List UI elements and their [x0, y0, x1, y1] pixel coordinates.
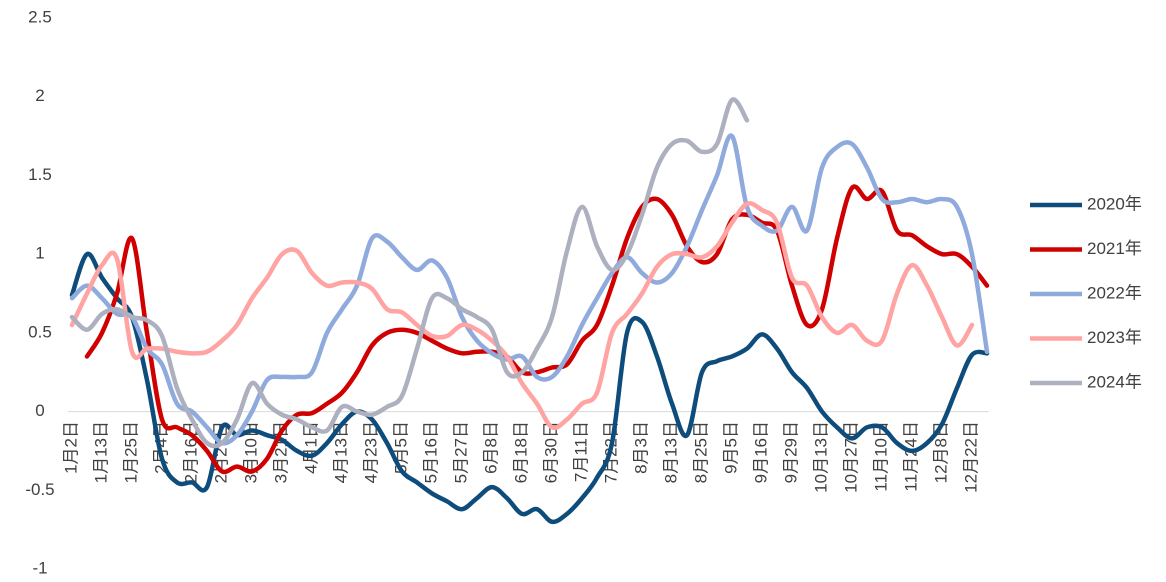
- x-tick-label: 6月18日: [511, 421, 530, 483]
- y-tick-label: -0.5: [25, 480, 54, 499]
- x-tick-label: 6月8日: [481, 421, 500, 474]
- x-tick-label: 8月13日: [661, 421, 680, 483]
- x-tick-label: 7月11日: [571, 421, 590, 482]
- x-tick-label: 4月13日: [331, 421, 350, 483]
- x-tick-label: 9月16日: [751, 421, 770, 483]
- x-tick-label: 4月23日: [361, 421, 380, 483]
- legend-label: 2022年: [1087, 283, 1142, 302]
- y-tick-label: 1.5: [28, 165, 52, 184]
- series-line: [69, 97, 750, 449]
- series-line: [69, 201, 975, 431]
- x-tick-label: 9月5日: [721, 421, 740, 474]
- x-tick-label: 1月25日: [121, 421, 140, 483]
- x-tick-label: 10月13日: [811, 421, 830, 493]
- x-tick-label: 8月25日: [691, 421, 710, 483]
- x-tick-label: 12月22日: [961, 421, 980, 493]
- y-tick-label: 1: [35, 244, 44, 263]
- x-tick-label: 4月1日: [301, 421, 320, 474]
- x-tick-label: 5月16日: [421, 421, 440, 483]
- y-tick-label: 2: [35, 86, 44, 105]
- x-tick-label: 5月27日: [451, 421, 470, 483]
- x-tick-label: 1月13日: [91, 421, 110, 483]
- y-tick-label: 0: [35, 401, 44, 420]
- x-tick-label: 8月3日: [631, 421, 650, 474]
- legend-label: 2021年: [1087, 239, 1142, 258]
- legend-label: 2020年: [1087, 194, 1142, 213]
- x-tick-label: 9月29日: [781, 421, 800, 483]
- legend-label: 2023年: [1087, 328, 1142, 347]
- y-tick-label: -1: [32, 558, 47, 577]
- legend-label: 2024年: [1087, 372, 1142, 391]
- x-tick-label: 11月24日: [901, 421, 920, 492]
- x-tick-label: 6月30日: [541, 421, 560, 483]
- x-tick-label: 1月2日: [61, 421, 80, 474]
- y-tick-label: 2.5: [28, 7, 52, 26]
- y-tick-label: 0.5: [28, 322, 52, 341]
- series-line: [69, 251, 990, 525]
- x-tick-label: 12月8日: [931, 421, 950, 483]
- x-tick-label: 11月10日: [871, 421, 890, 492]
